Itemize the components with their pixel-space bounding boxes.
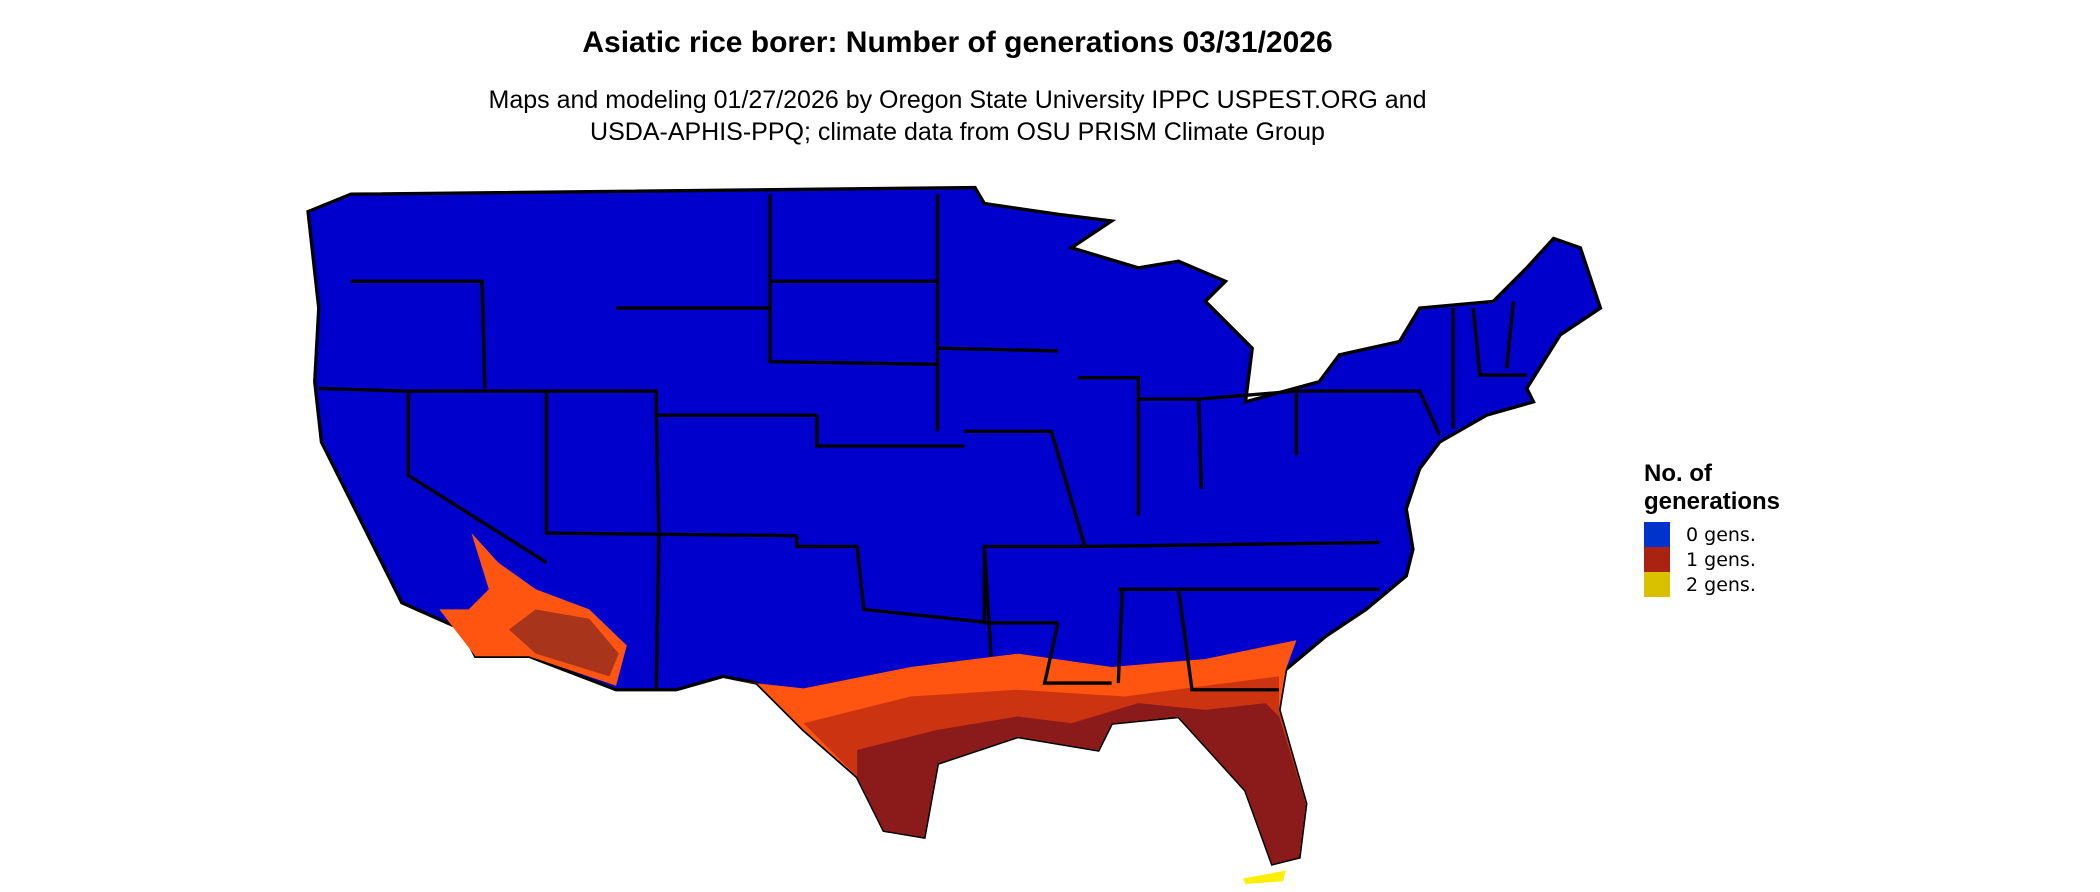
map-title: Asiatic rice borer: Number of generation… [582, 26, 1333, 59]
subtitle-line-1: Maps and modeling 01/27/2026 by Oregon S… [488, 86, 1427, 114]
legend-swatch-1-gens [1644, 547, 1670, 572]
legend-item-2-gens: 2 gens. [1644, 572, 1844, 597]
legend-label: 1 gens. [1686, 548, 1756, 571]
one-gen-core-southeast [857, 703, 1306, 864]
two-gen-region-florida-keys [1242, 870, 1286, 884]
state-borders [318, 194, 1527, 692]
legend-item-0-gens: 0 gens. [1644, 522, 1844, 547]
legend-swatch-2-gens [1644, 572, 1670, 597]
legend-label: 0 gens. [1686, 523, 1756, 546]
conus-zero-gens-region [306, 185, 1603, 866]
subtitle-line-2: USDA-APHIS-PPQ; climate data from OSU PR… [590, 118, 1325, 146]
legend-swatch-0-gens [1644, 522, 1670, 547]
legend-item-1-gens: 1 gens. [1644, 547, 1844, 572]
legend: No. of generations 0 gens. 1 gens. 2 gen… [1644, 460, 1844, 597]
one-gen-mid-southeast [803, 676, 1306, 864]
one-gen-core-southwest [508, 609, 619, 677]
legend-label: 2 gens. [1686, 573, 1756, 596]
legend-title: No. of generations [1644, 460, 1781, 515]
map-subtitle: Maps and modeling 01/27/2026 by Oregon S… [0, 84, 1915, 148]
